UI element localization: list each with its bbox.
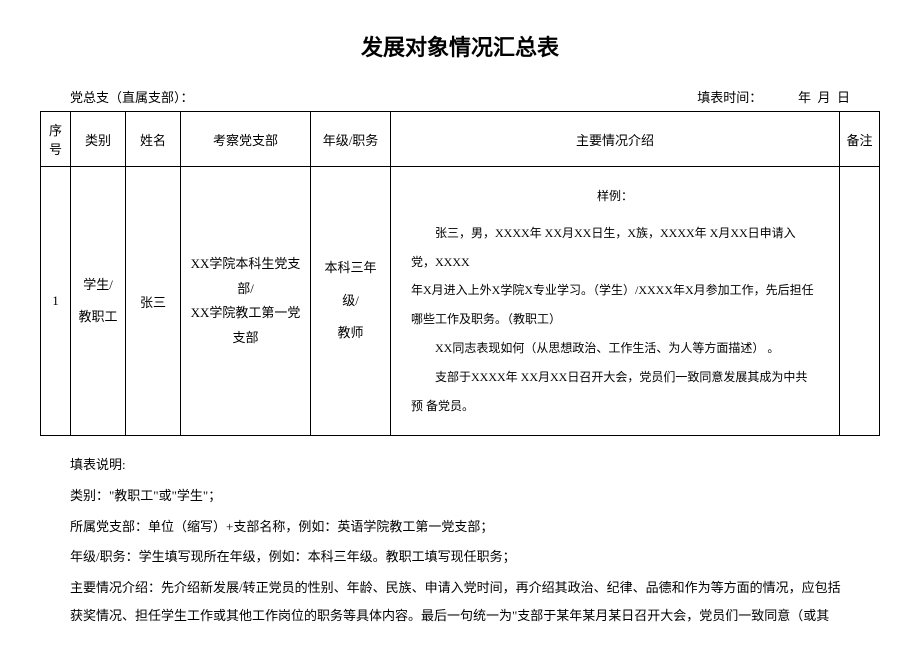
- notes-line2: 所属党支部：单位（缩写）+支部名称，例如：英语学院教工第一党支部；: [70, 513, 850, 542]
- col-grade: 年级/职务: [311, 112, 391, 167]
- intro-p4: 支部于XXXX年 XX月XX日召开大会，党员们一致同意发展其成为中共预 备党员。: [411, 363, 819, 421]
- notes-section: 填表说明: 类别："教职工"或"学生"； 所属党支部：单位（缩写）+支部名称，例…: [40, 451, 880, 631]
- col-seq: 序号: [41, 112, 71, 167]
- header-branch-label: 党总支（直属支部）：: [70, 87, 697, 106]
- header-row: 党总支（直属支部）： 填表时间： 年 月 日: [40, 87, 880, 106]
- notes-line1: 类别："教职工"或"学生"；: [70, 482, 850, 511]
- col-intro: 主要情况介绍: [391, 112, 840, 167]
- cell-grade: 本科三年级/ 教师: [311, 167, 391, 436]
- table-header-row: 序号 类别 姓名 考察党支部 年级/职务 主要情况介绍 备注: [41, 112, 880, 167]
- cell-seq: 1: [41, 167, 71, 436]
- cell-category: 学生/ 教职工: [71, 167, 126, 436]
- table-row: 1 学生/ 教职工 张三 XX学院本科生党支部/ XX学院教工第一党支部 本科三…: [41, 167, 880, 436]
- col-name: 姓名: [126, 112, 181, 167]
- notes-line4: 主要情况介绍：先介绍新发展/转正党员的性别、年龄、民族、申请入党时间，再介绍其政…: [70, 574, 850, 631]
- intro-p2b: 哪些工作及职务。（教职工）: [411, 305, 819, 334]
- intro-p2a: 年X月进入上外X学院X专业学习。（学生）/XXXX年X月参加工作，先后担任: [411, 276, 819, 305]
- col-branch: 考察党支部: [181, 112, 311, 167]
- intro-p1: 张三，男，XXXX年 XX月XX日生，X族，XXXX年 X月XX日申请入党，XX…: [411, 219, 819, 277]
- header-date-label: 填表时间： 年 月 日: [697, 87, 850, 106]
- col-category: 类别: [71, 112, 126, 167]
- cell-intro: 样例： 张三，男，XXXX年 XX月XX日生，X族，XXXX年 X月XX日申请入…: [391, 167, 840, 436]
- cell-note: [840, 167, 880, 436]
- page-title: 发展对象情况汇总表: [40, 30, 880, 62]
- intro-sample-label: 样例：: [411, 182, 819, 211]
- notes-line3: 年级/职务：学生填写现所在年级，例如：本科三年级。教职工填写现任职务；: [70, 543, 850, 572]
- cell-branch: XX学院本科生党支部/ XX学院教工第一党支部: [181, 167, 311, 436]
- summary-table: 序号 类别 姓名 考察党支部 年级/职务 主要情况介绍 备注 1 学生/ 教职工…: [40, 111, 880, 436]
- intro-p3: XX同志表现如何（从思想政治、工作生活、为人等方面描述） 。: [411, 334, 819, 363]
- notes-title: 填表说明:: [70, 451, 850, 480]
- cell-name: 张三: [126, 167, 181, 436]
- col-note: 备注: [840, 112, 880, 167]
